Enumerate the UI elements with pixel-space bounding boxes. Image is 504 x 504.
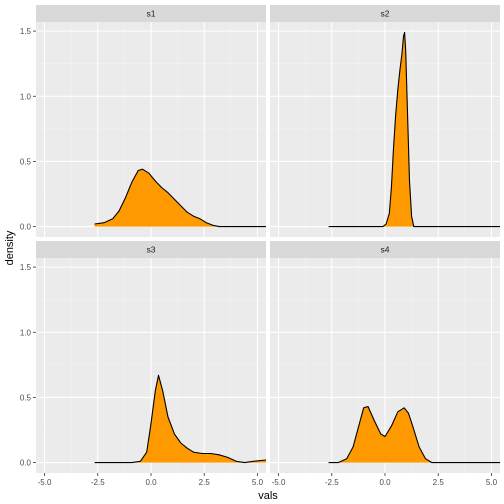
y-tick-label: 0.5 [20, 157, 32, 166]
x-tick-label: 5.0 [486, 478, 498, 487]
x-tick-label: 5.0 [252, 478, 264, 487]
facet-strip-label: s3 [147, 245, 156, 255]
x-tick-label: -2.5 [91, 478, 105, 487]
density-area-s4 [328, 406, 500, 463]
x-tick-label: 0.0 [379, 478, 391, 487]
density-area-s3 [94, 375, 266, 463]
x-tick-label: 0.0 [145, 478, 157, 487]
x-tick-label: -2.5 [325, 478, 339, 487]
x-tick-label: -5.0 [38, 478, 52, 487]
y-tick-label: 1.0 [20, 328, 32, 337]
density-line-s4 [328, 405, 500, 464]
x-tick-label: 2.5 [199, 478, 211, 487]
facet-strip-label: s4 [381, 245, 390, 255]
y-tick-label: 0.0 [20, 459, 32, 468]
y-tick-label: 0.5 [20, 393, 32, 402]
facet-panels: s1 0.0 0.5 1.0 1.5 s2 s3 0.0 0.5 1.0 1.5 -5.0 -2.5 0.… [20, 5, 500, 487]
facet-strip-label: s2 [381, 9, 390, 19]
density-line-s3 [94, 374, 267, 464]
facet-panel-s1: s1 0.0 0.5 1.0 1.5 [20, 5, 266, 237]
density-line-s2 [328, 31, 500, 228]
density-line-s1 [94, 168, 266, 228]
facet-strip [270, 241, 500, 258]
facet-panel-s2: s2 [270, 5, 500, 237]
y-tick-label: 0.0 [20, 223, 32, 232]
density-area-s1 [94, 169, 266, 227]
y-tick-label: 1.5 [20, 263, 32, 272]
x-axis-title: vals [258, 490, 278, 502]
y-axis-title: density [4, 230, 16, 265]
facet-strip [36, 241, 266, 258]
facet-strip-label: s1 [147, 9, 156, 19]
x-tick-label: 2.5 [433, 478, 445, 487]
x-tick-label: -5.0 [272, 478, 286, 487]
y-tick-label: 1.5 [20, 27, 32, 36]
facet-strip [36, 5, 266, 22]
facet-panel-s3: s3 0.0 0.5 1.0 1.5 -5.0 -2.5 0.0 2.5 5.0 [20, 241, 267, 487]
facet-strip [270, 5, 500, 22]
y-tick-label: 1.0 [20, 92, 32, 101]
facet-panel-s4: s4 -5.0 -2.5 0.0 2.5 5.0 [270, 241, 500, 487]
